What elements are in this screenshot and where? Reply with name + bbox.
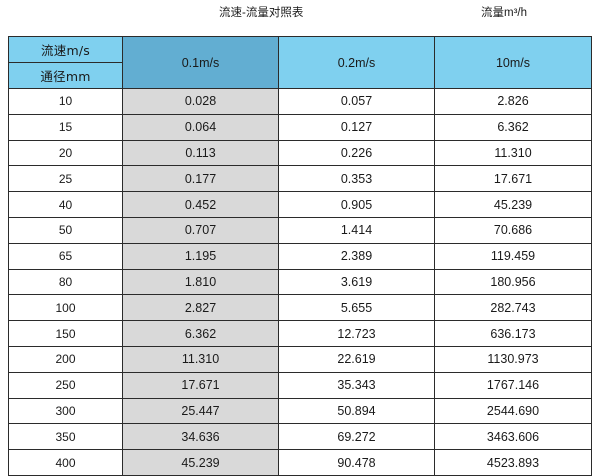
table-row: 150 6.362 12.723 636.173 [8,320,592,347]
cell-diameter: 150 [8,320,123,347]
cell-flow-2: 2.826 [434,88,592,115]
caption-strip: 流速-流量对照表 流量m³/h [0,0,600,36]
cell-flow-2: 11.310 [434,139,592,167]
cell-diameter: 200 [8,345,123,373]
cell-flow-2: 1130.973 [434,345,592,373]
cell-diameter: 10 [8,88,123,115]
table-row: 40 0.452 0.905 45.239 [8,191,592,218]
cell-flow-2: 119.459 [434,242,592,270]
table-row: 65 1.195 2.389 119.459 [8,242,592,270]
cell-diameter: 20 [8,139,123,167]
cell-diameter: 80 [8,268,123,296]
column-header-0: 0.1m/s [122,36,279,89]
cell-flow-1: 0.226 [278,139,435,167]
table-row: 80 1.810 3.619 180.956 [8,268,592,296]
cell-flow-0: 0.113 [122,139,279,167]
cell-flow-0: 6.362 [122,320,279,347]
column-header-2: 10m/s [434,36,592,89]
table-row: 100 2.827 5.655 282.743 [8,294,592,322]
cell-flow-0: 0.064 [122,113,279,141]
corner-header-diameter-label: 通径mm [8,62,123,89]
cell-flow-1: 50.894 [278,397,435,425]
cell-flow-1: 0.905 [278,191,435,218]
cell-flow-2: 17.671 [434,165,592,193]
cell-flow-2: 45.239 [434,191,592,218]
column-header-1: 0.2m/s [278,36,435,89]
cell-flow-0: 25.447 [122,397,279,425]
cell-flow-0: 0.177 [122,165,279,193]
cell-flow-1: 3.619 [278,268,435,296]
cell-flow-1: 35.343 [278,371,435,399]
flow-velocity-table-wrapper: 流速m/s 0.1m/s 0.2m/s 10m/s 通径mm 10 0.028 0.… [8,36,592,476]
cell-flow-2: 6.362 [434,113,592,141]
cell-flow-1: 0.057 [278,88,435,115]
header-row-bottom: 通径mm [8,62,592,89]
header-row-top: 流速m/s 0.1m/s 0.2m/s 10m/s [8,36,592,89]
cell-flow-2: 282.743 [434,294,592,322]
cell-diameter: 25 [8,165,123,193]
cell-flow-1: 1.414 [278,216,435,244]
cell-diameter: 65 [8,242,123,270]
cell-diameter: 300 [8,397,123,425]
flow-velocity-table: 流速m/s 0.1m/s 0.2m/s 10m/s 通径mm 10 0.028 0.… [8,36,592,476]
corner-header-velocity-label: 流速m/s [8,36,123,63]
cell-flow-0: 17.671 [122,371,279,399]
table-row: 400 45.239 90.478 4523.893 [8,449,592,476]
cell-flow-2: 180.956 [434,268,592,296]
cell-flow-2: 3463.606 [434,423,592,451]
cell-flow-1: 0.127 [278,113,435,141]
cell-flow-0: 45.239 [122,449,279,476]
cell-flow-0: 11.310 [122,345,279,373]
cell-diameter: 250 [8,371,123,399]
cell-flow-0: 0.028 [122,88,279,115]
cell-diameter: 40 [8,191,123,218]
cell-flow-1: 12.723 [278,320,435,347]
cell-diameter: 400 [8,449,123,476]
cell-diameter: 100 [8,294,123,322]
cell-flow-2: 70.686 [434,216,592,244]
table-row: 25 0.177 0.353 17.671 [8,165,592,193]
table-row: 200 11.310 22.619 1130.973 [8,345,592,373]
cell-flow-1: 5.655 [278,294,435,322]
cell-flow-2: 636.173 [434,320,592,347]
cell-diameter: 15 [8,113,123,141]
cell-flow-0: 0.452 [122,191,279,218]
cell-flow-1: 90.478 [278,449,435,476]
table-row: 20 0.113 0.226 11.310 [8,139,592,167]
cell-flow-0: 0.707 [122,216,279,244]
table-row: 300 25.447 50.894 2544.690 [8,397,592,425]
table-row: 10 0.028 0.057 2.826 [8,88,592,115]
cell-flow-1: 69.272 [278,423,435,451]
cell-flow-1: 22.619 [278,345,435,373]
cell-flow-0: 2.827 [122,294,279,322]
cell-diameter: 350 [8,423,123,451]
table-body: 10 0.028 0.057 2.826 15 0.064 0.127 6.362 20 0.11… [8,88,592,476]
cell-flow-0: 34.636 [122,423,279,451]
flow-unit-label: 流量m³/h [481,7,527,19]
table-header: 流速m/s 0.1m/s 0.2m/s 10m/s 通径mm [8,36,592,89]
cell-flow-0: 1.195 [122,242,279,270]
table-title: 流速-流量对照表 [219,7,304,19]
table-row: 50 0.707 1.414 70.686 [8,216,592,244]
cell-flow-1: 0.353 [278,165,435,193]
cell-flow-0: 1.810 [122,268,279,296]
cell-flow-2: 1767.146 [434,371,592,399]
table-row: 250 17.671 35.343 1767.146 [8,371,592,399]
cell-flow-1: 2.389 [278,242,435,270]
cell-flow-2: 4523.893 [434,449,592,476]
table-row: 350 34.636 69.272 3463.606 [8,423,592,451]
table-row: 15 0.064 0.127 6.362 [8,113,592,141]
cell-diameter: 50 [8,216,123,244]
cell-flow-2: 2544.690 [434,397,592,425]
